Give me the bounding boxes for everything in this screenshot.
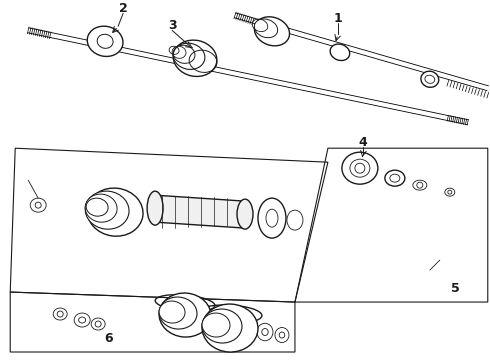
Ellipse shape (258, 198, 286, 238)
Ellipse shape (173, 43, 205, 69)
Ellipse shape (342, 152, 378, 184)
Ellipse shape (330, 44, 350, 60)
Ellipse shape (87, 26, 123, 57)
Polygon shape (155, 195, 245, 228)
Ellipse shape (254, 17, 290, 46)
Ellipse shape (85, 194, 117, 222)
Ellipse shape (237, 199, 253, 229)
Text: 4: 4 (359, 136, 368, 149)
Ellipse shape (202, 309, 242, 343)
Ellipse shape (159, 293, 211, 337)
Text: 2: 2 (119, 2, 127, 15)
Ellipse shape (421, 71, 439, 87)
Text: 1: 1 (334, 12, 343, 25)
Ellipse shape (159, 297, 197, 329)
Ellipse shape (85, 191, 129, 229)
Ellipse shape (254, 19, 278, 38)
Ellipse shape (202, 313, 230, 337)
Ellipse shape (159, 301, 185, 323)
Ellipse shape (173, 40, 217, 76)
Ellipse shape (147, 191, 163, 225)
Text: 3: 3 (168, 19, 176, 32)
Text: 5: 5 (451, 282, 460, 294)
Text: 6: 6 (104, 332, 112, 345)
Ellipse shape (87, 188, 143, 236)
Ellipse shape (385, 170, 405, 186)
Ellipse shape (202, 304, 258, 352)
